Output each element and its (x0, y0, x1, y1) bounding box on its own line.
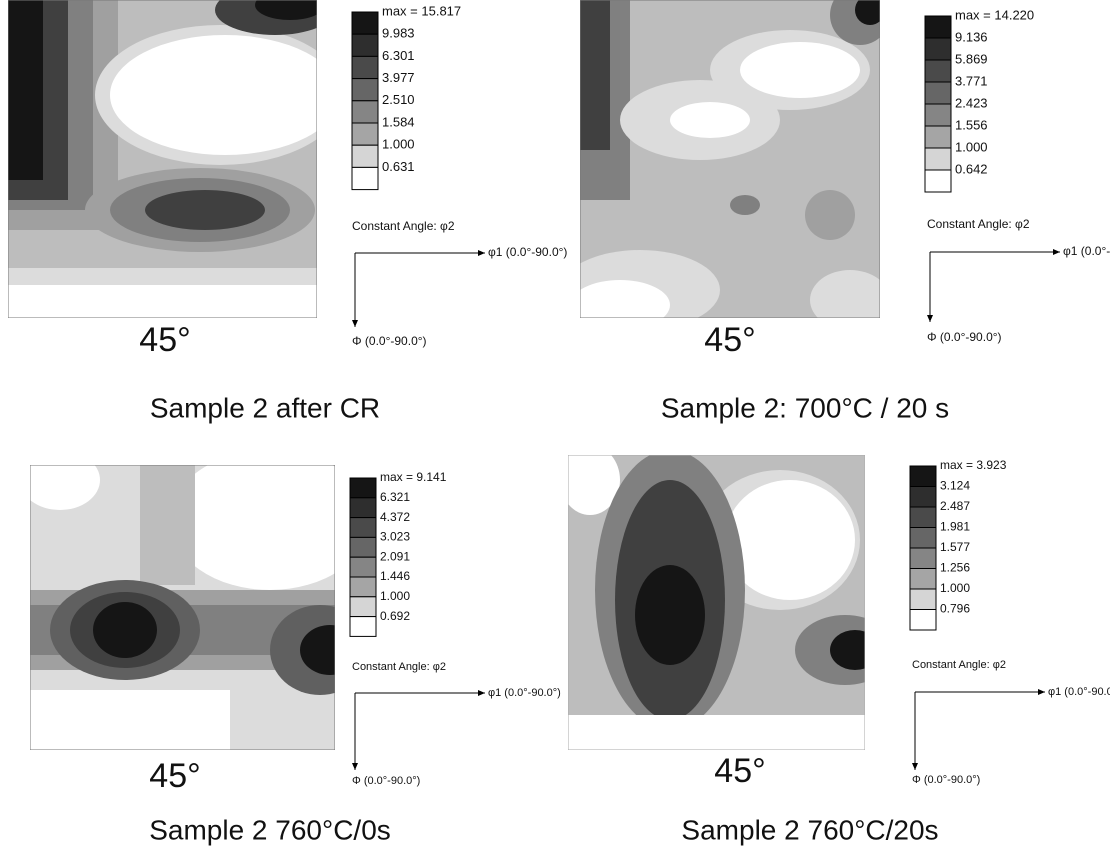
legend-swatch (909, 527, 937, 549)
legend-level: 0.692 (380, 609, 410, 623)
legend-swatch (351, 122, 379, 146)
legend-swatch (924, 103, 952, 127)
arrow-head (352, 320, 358, 327)
legend-swatch (349, 616, 377, 637)
legend-max: max = 9.141 (380, 470, 447, 484)
legend-swatch (909, 609, 937, 631)
legend-swatch (924, 125, 952, 149)
odf-map (8, 0, 317, 318)
legend-swatch (924, 15, 952, 39)
legend-swatch (351, 55, 379, 80)
constant-angle: Constant Angle: φ2 (352, 219, 455, 233)
legend-swatch (349, 576, 377, 598)
constant-angle: Constant Angle: φ2 (912, 659, 1006, 671)
legend-swatch (349, 497, 377, 519)
legend-swatch (351, 144, 379, 168)
arrow-head (478, 690, 485, 696)
legend-swatch (351, 166, 379, 191)
legend-level: 9.136 (955, 29, 988, 44)
legend-level: 9.983 (382, 26, 415, 41)
legend-swatch (924, 169, 952, 193)
legend-level: 1.000 (955, 139, 988, 154)
legend-swatch (349, 536, 377, 558)
legend-level: 5.869 (955, 51, 988, 66)
caption: Sample 2 760°C/0s (149, 814, 391, 845)
section-angle: 45° (149, 757, 200, 795)
y-axis-label: Φ (0.0°-90.0°) (927, 330, 1002, 344)
arrow-head (478, 250, 485, 256)
legend-swatch (909, 465, 937, 487)
caption: Sample 2: 700°C / 20 s (661, 392, 949, 423)
legend-swatch (349, 556, 377, 578)
legend-level: 3.023 (380, 530, 410, 544)
constant-angle: Constant Angle: φ2 (352, 661, 446, 673)
y-axis-label: Φ (0.0°-90.0°) (912, 774, 980, 786)
odf-map (568, 455, 865, 750)
legend-level: 0.631 (382, 159, 415, 174)
legend-swatch (924, 147, 952, 171)
legend-max: max = 14.220 (955, 7, 1034, 22)
y-axis-label: Φ (0.0°-90.0°) (352, 775, 420, 787)
arrow-head (927, 315, 933, 322)
legend-swatch (909, 568, 937, 590)
legend-level: 2.487 (940, 499, 970, 513)
legend-swatch (909, 486, 937, 508)
legend-level: 1.000 (380, 589, 410, 603)
x-axis-label: φ1 (0.0°-90.0°) (488, 245, 567, 259)
legend-swatch (349, 517, 377, 538)
legend-level: 1.584 (382, 114, 415, 129)
legend-swatch (909, 506, 937, 528)
legend-level: 1.981 (940, 520, 970, 534)
section-angle: 45° (704, 321, 755, 359)
x-axis-label: φ1 (0.0°-90.0°) (1048, 686, 1110, 698)
odf-map (580, 0, 880, 318)
legend-swatch (351, 11, 379, 35)
caption: Sample 2 760°C/20s (681, 814, 938, 845)
legend-swatch (349, 596, 377, 618)
legend-swatch (924, 81, 952, 105)
x-axis-label: φ1 (0.0°-90.0°) (488, 687, 561, 699)
legend-level: 0.796 (940, 602, 970, 616)
legend-level: 0.642 (955, 161, 988, 176)
legend-level: 2.091 (380, 549, 410, 563)
arrow-head (912, 763, 918, 770)
section-angle: 45° (139, 321, 190, 359)
legend-swatch (351, 100, 379, 124)
legend-swatch (349, 477, 377, 499)
legend-level: 1.256 (940, 561, 970, 575)
legend-level: 3.977 (382, 70, 415, 85)
legend-max: max = 3.923 (940, 458, 1007, 472)
odf-map (30, 465, 335, 750)
legend-level: 1.446 (380, 569, 410, 583)
caption: Sample 2 after CR (150, 392, 380, 423)
y-axis-label: Φ (0.0°-90.0°) (352, 334, 427, 348)
constant-angle: Constant Angle: φ2 (927, 217, 1030, 231)
x-axis-label: φ1 (0.0°-90.0°) (1063, 244, 1110, 258)
legend-level: 6.321 (380, 490, 410, 504)
legend-swatch (924, 59, 952, 83)
legend-swatch (909, 588, 937, 610)
legend-swatch (351, 78, 379, 102)
legend-level: 4.372 (380, 510, 410, 524)
arrow-head (1053, 249, 1060, 255)
legend-level: 1.000 (382, 137, 415, 152)
legend-level: 1.556 (955, 117, 988, 132)
legend-swatch (909, 547, 937, 569)
legend-level: 2.510 (382, 92, 415, 107)
section-angle: 45° (714, 752, 765, 790)
arrow-head (352, 763, 358, 770)
legend-level: 3.124 (940, 479, 970, 493)
legend-level: 2.423 (955, 95, 988, 110)
legend-level: 1.000 (940, 581, 970, 595)
legend-level: 1.577 (940, 540, 970, 554)
legend-swatch (924, 37, 952, 61)
arrow-head (1038, 689, 1045, 695)
legend-level: 3.771 (955, 73, 988, 88)
legend-swatch (351, 33, 379, 57)
legend-level: 6.301 (382, 48, 415, 63)
legend-max: max = 15.817 (382, 3, 461, 18)
